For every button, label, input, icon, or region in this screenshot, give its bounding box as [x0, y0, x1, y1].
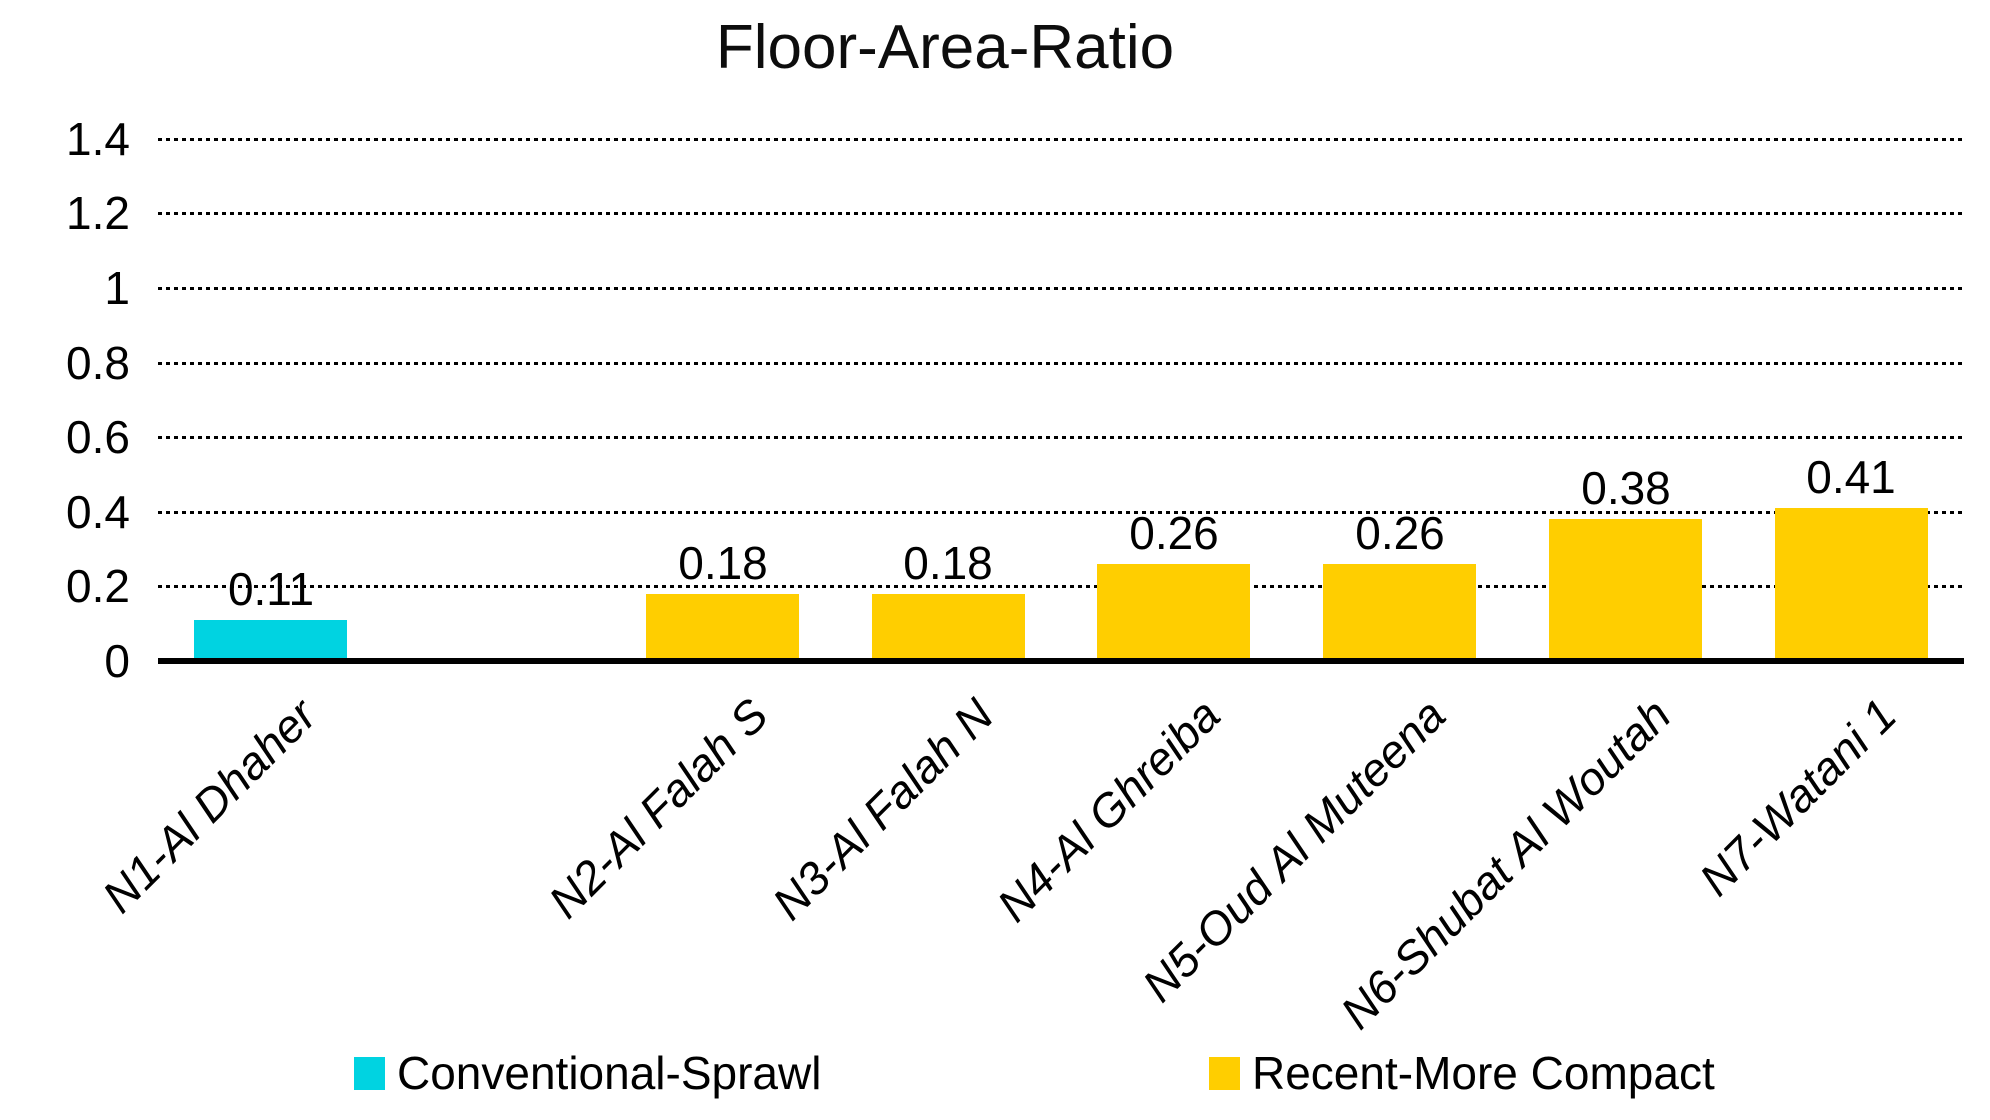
x-axis-label-n3-al-falah-n: N3-Al Falah N	[762, 688, 1004, 930]
y-axis-tick-label-1.4: 1.4	[66, 112, 130, 165]
bar-n2-al-falah-s	[646, 594, 799, 661]
bar-value-label-n6-shubat-al-woutah: 0.38	[1581, 462, 1671, 514]
legend: Conventional-Sprawl Recent-More Compact	[0, 1048, 1990, 1104]
y-axis-tick-label-0.6: 0.6	[66, 411, 130, 464]
y-axis-tick-label-0.2: 0.2	[66, 560, 130, 613]
bar-value-label-n1-al-dhaher: 0.11	[227, 563, 315, 615]
bar-n5-oud-al-muteena	[1323, 564, 1476, 661]
y-axis-tick-label-0.8: 0.8	[66, 336, 130, 389]
x-axis-label-n4-al-ghreiba: N4-Al Ghreiba	[986, 688, 1230, 932]
gridline-0.8	[158, 361, 1964, 365]
bar-n3-al-falah-n	[872, 594, 1025, 661]
legend-label-conventional-sprawl: Conventional-Sprawl	[397, 1047, 822, 1099]
x-axis-label-n1-al-dhaher: N1-Al Dhaher	[92, 688, 327, 923]
gridline-0.4	[158, 510, 1964, 514]
chart-title: Floor-Area-Ratio	[715, 13, 1175, 82]
bar-value-label-n7-watani-1: 0.41	[1806, 451, 1896, 503]
legend-swatch-yellow	[1209, 1056, 1240, 1090]
bar-n1-al-dhaher	[194, 620, 347, 661]
x-axis-label-n2-al-falah-s: N2-Al Falah S	[538, 688, 778, 928]
y-axis-tick-label-0: 0	[104, 635, 130, 687]
bar-value-label-n2-al-falah-s: 0.18	[678, 537, 768, 589]
legend-swatch-cyan	[354, 1056, 385, 1090]
bar-value-label-n5-oud-al-muteena: 0.26	[1355, 507, 1445, 559]
gridline-0.2	[158, 585, 1964, 589]
gridline-1.2	[158, 212, 1964, 216]
gridline-1.4	[158, 137, 1964, 141]
legend-label-recent-more-compact: Recent-More Compact	[1252, 1047, 1715, 1099]
gridline-0.6	[158, 436, 1964, 440]
bar-n7-watani-1	[1775, 508, 1928, 661]
y-axis-tick-label-1.2: 1.2	[66, 187, 130, 240]
bar-n6-shubat-al-woutah	[1549, 519, 1702, 661]
legend-entry-conventional-sprawl: Conventional-Sprawl	[354, 1048, 821, 1098]
y-axis-tick-label-0.4: 0.4	[66, 485, 130, 538]
bar-value-label-n3-al-falah-n: 0.18	[903, 537, 993, 589]
x-axis-label-n7-watani-1: N7-Watani 1	[1689, 688, 1907, 906]
gridline-1	[158, 287, 1964, 290]
legend-entry-recent-more-compact: Recent-More Compact	[1209, 1048, 1715, 1098]
x-axis-line	[158, 658, 1964, 664]
y-axis-tick-label-1: 1	[104, 262, 130, 314]
bar-n4-al-ghreiba	[1097, 564, 1250, 661]
bar-value-label-n4-al-ghreiba: 0.26	[1129, 507, 1219, 559]
